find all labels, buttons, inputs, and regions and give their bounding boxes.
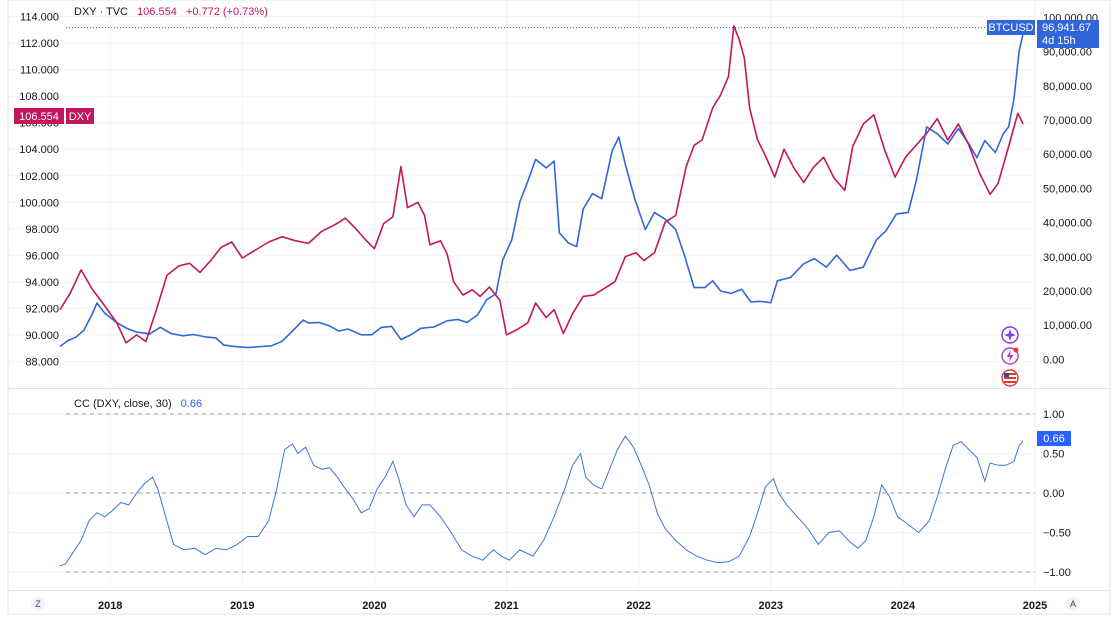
auto-zoom-label: Z <box>35 599 41 609</box>
chart-frame <box>7 0 1111 615</box>
cc-axis-tick-label: 0.00 <box>1043 488 1064 500</box>
left-axis-tick-label: 94.000 <box>25 277 59 289</box>
btc-tag-symbol: BTCUSD <box>988 22 1033 34</box>
time-axis-tick-label: 2021 <box>494 600 518 612</box>
right-price-axis[interactable]: 100,000.0090,000.0080,000.0070,000.0060,… <box>1043 12 1098 366</box>
left-axis-tick-label: 96.000 <box>25 250 59 262</box>
left-axis-tick-label: 110.000 <box>20 65 59 77</box>
btc-price-tag: BTCUSD 96,941.67 4d 15h <box>987 20 1099 48</box>
cc-axis-tick-label: −1.00 <box>1043 567 1071 579</box>
cc-tag-value: 0.66 <box>1043 433 1064 445</box>
right-axis-tick-label: 80,000.00 <box>1043 81 1092 93</box>
cc-value-tag: 0.66 <box>1037 431 1071 446</box>
cc-axis[interactable]: 1.00 0.50 0.00 −0.50 −1.00 <box>1043 409 1071 579</box>
left-axis-tick-label: 90.000 <box>25 330 59 342</box>
dxy-price-tag: 106.554 DXY <box>14 108 94 124</box>
cc-legend[interactable]: CC (DXY, close, 30) 0.66 <box>74 398 202 410</box>
cc-axis-tick-label: −0.50 <box>1043 528 1071 540</box>
dxy-tag-symbol: DXY <box>69 111 92 123</box>
cc-axis-tick-label: 1.00 <box>1043 409 1064 421</box>
time-axis[interactable]: 2018 2019 2020 2021 2022 2023 2024 2025 <box>98 600 1047 612</box>
left-axis-tick-label: 114.000 <box>20 12 59 24</box>
us-flag-icon[interactable] <box>1001 369 1019 387</box>
left-axis-tick-label: 88.000 <box>25 356 59 368</box>
cc-legend-value: 0.66 <box>181 398 202 410</box>
time-axis-tick-label: 2019 <box>230 600 254 612</box>
time-axis-tick-label: 2020 <box>362 600 386 612</box>
auto-scale-label: A <box>1070 599 1076 609</box>
btc-series-line <box>59 27 1026 349</box>
main-legend[interactable]: DXY · TVC 106.554 +0.772 (+0.73%) <box>74 6 268 18</box>
left-axis-tick-label: 102.000 <box>19 171 59 183</box>
btc-tag-countdown: 4d 15h <box>1042 35 1076 47</box>
spark-icon[interactable] <box>1001 326 1019 344</box>
time-axis-tick-label: 2018 <box>98 600 122 612</box>
right-axis-tick-label: 40,000.00 <box>1043 218 1092 230</box>
right-axis-tick-label: 0.00 <box>1043 354 1064 366</box>
left-axis-tick-label: 104.000 <box>19 144 59 156</box>
left-axis-tick-label: 108.000 <box>19 91 59 103</box>
left-axis-tick-label: 112.000 <box>20 38 59 50</box>
main-legend-symbol: DXY · TVC <box>74 6 128 18</box>
auto-zoom-button[interactable]: Z <box>31 597 45 611</box>
time-axis-tick-label: 2023 <box>759 600 783 612</box>
right-axis-tick-label: 60,000.00 <box>1043 149 1092 161</box>
lightning-icon[interactable] <box>1001 347 1019 365</box>
main-pane[interactable] <box>59 25 1035 349</box>
cc-pane[interactable] <box>59 435 1024 567</box>
right-axis-tick-label: 50,000.00 <box>1043 183 1092 195</box>
main-legend-change: +0.772 (+0.73%) <box>186 6 268 18</box>
cc-series-line <box>59 435 1024 567</box>
grid <box>8 0 1036 590</box>
dxy-series-line <box>59 25 1024 344</box>
dxy-tag-value: 106.554 <box>19 111 59 123</box>
main-legend-value: 106.554 <box>137 6 177 18</box>
cc-reference-lines <box>66 413 1035 573</box>
left-axis-tick-label: 98.000 <box>25 224 59 236</box>
right-axis-tick-label: 20,000.00 <box>1043 286 1092 298</box>
left-axis-tick-label: 100.000 <box>19 197 59 209</box>
cc-legend-title: CC (DXY, close, 30) <box>74 398 172 410</box>
cc-axis-tick-label: 0.50 <box>1043 448 1064 460</box>
right-axis-tick-label: 30,000.00 <box>1043 252 1092 264</box>
time-axis-tick-label: 2025 <box>1023 600 1047 612</box>
left-axis-tick-label: 92.000 <box>25 303 59 315</box>
right-axis-tick-label: 70,000.00 <box>1043 115 1092 127</box>
btc-tag-value: 96,941.67 <box>1042 22 1091 34</box>
right-axis-tick-label: 90,000.00 <box>1043 47 1092 59</box>
auto-scale-button[interactable]: A <box>1066 597 1080 611</box>
right-axis-tick-label: 10,000.00 <box>1043 320 1092 332</box>
time-axis-tick-label: 2022 <box>626 600 650 612</box>
time-axis-tick-label: 2024 <box>891 600 916 612</box>
